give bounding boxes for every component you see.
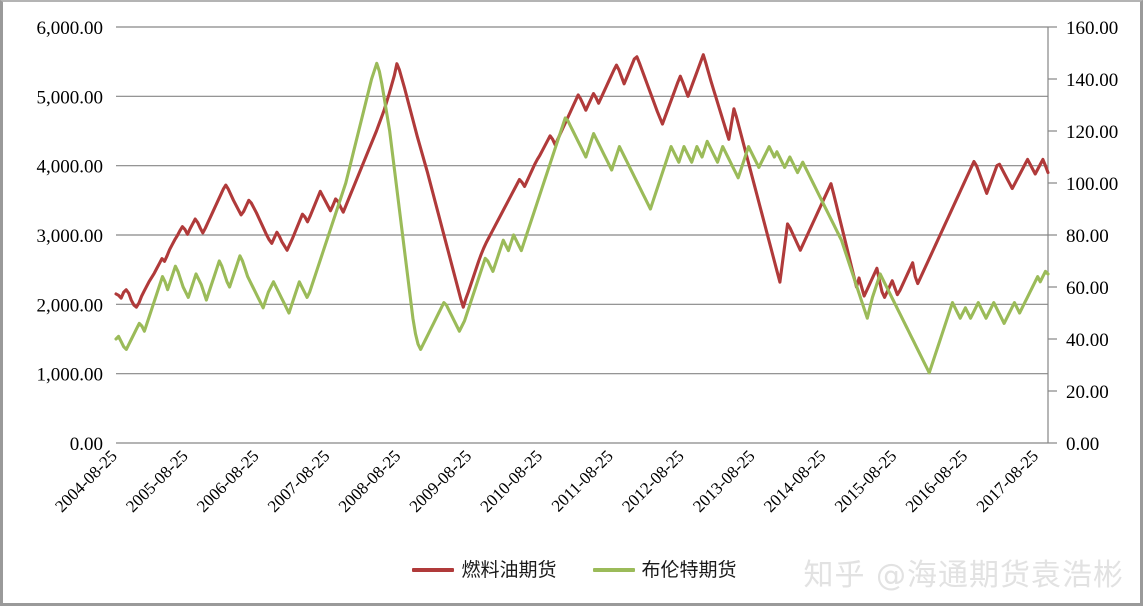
left-axis-tick-label: 3,000.00	[37, 226, 104, 247]
x-axis-tick-label: 2010-08-25	[477, 446, 547, 516]
right-axis-tick-label: 160.00	[1066, 18, 1118, 39]
left-axis-tick-label: 2,000.00	[37, 295, 104, 316]
x-axis-tick-label: 2017-08-25	[973, 446, 1043, 516]
x-axis-tick-label: 2004-08-25	[51, 446, 121, 516]
right-axis-tick-label: 140.00	[1066, 70, 1118, 91]
left-axis-tick-labels: 0.00 1,000.00 2,000.00 3,000.00 4,000.00 5,00…	[37, 18, 104, 455]
dual-axis-line-chart: 0.00 1,000.00 2,000.00 3,000.00 4,000.00 5,00…	[37, 18, 1119, 516]
right-axis-tick-label: 120.00	[1066, 122, 1118, 143]
x-axis-tick-label: 2012-08-25	[618, 446, 688, 516]
series-line-brent-futures	[114, 61, 1050, 375]
x-axis-tick-label: 2006-08-25	[193, 446, 263, 516]
right-axis-line	[1047, 26, 1057, 444]
series-line-fuel-oil-futures	[114, 53, 1050, 309]
left-axis-tick-label: 6,000.00	[37, 18, 104, 39]
right-axis-tick-labels: 0.00 20.00 40.00 60.00 80.00 100.00 120.00 140.…	[1066, 18, 1118, 455]
series-lines	[114, 53, 1050, 375]
x-axis-tick-label: 2015-08-25	[831, 446, 901, 516]
right-axis-tick-label: 40.00	[1066, 330, 1109, 351]
x-axis-tick-label: 2009-08-25	[406, 446, 476, 516]
x-axis-tick-label: 2007-08-25	[264, 446, 334, 516]
right-axis-tick-label: 0.00	[1066, 434, 1099, 455]
right-axis-tick-label: 60.00	[1066, 278, 1109, 299]
right-axis-tick-label: 100.00	[1066, 174, 1118, 195]
x-axis-tick-label: 2011-08-25	[548, 446, 617, 515]
x-axis-tick-label: 2016-08-25	[902, 446, 972, 516]
left-axis-tick-label: 0.00	[70, 434, 103, 455]
left-axis-tick-label: 1,000.00	[37, 365, 104, 386]
x-axis-tick-label: 2014-08-25	[760, 446, 830, 516]
left-axis-tick-label: 5,000.00	[37, 87, 104, 108]
x-axis-tick-label: 2008-08-25	[335, 446, 405, 516]
x-axis-tick-label: 2013-08-25	[689, 446, 759, 516]
gridlines	[116, 26, 1048, 444]
left-axis-tick-label: 4,000.00	[37, 157, 104, 178]
x-axis-tick-label: 2005-08-25	[122, 446, 192, 516]
right-axis-tick-label: 20.00	[1066, 382, 1109, 403]
right-axis-tick-label: 80.00	[1066, 226, 1109, 247]
x-axis-tick-labels: 2004-08-25 2005-08-25 2006-08-25 2007-08-25…	[51, 446, 1042, 516]
